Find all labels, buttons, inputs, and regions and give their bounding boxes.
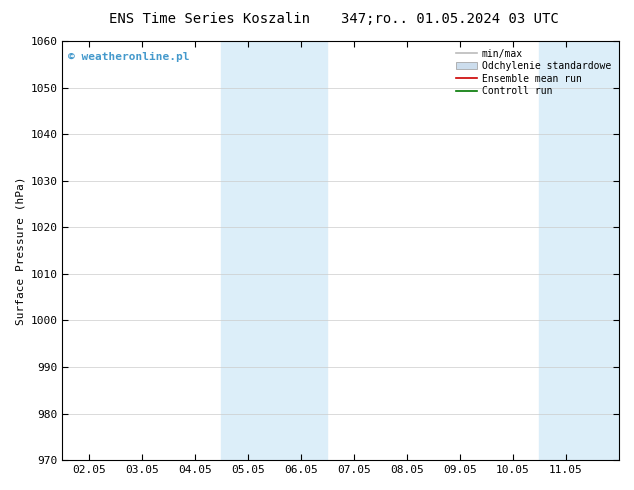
Text: ENS Time Series Koszalin: ENS Time Series Koszalin <box>108 12 310 26</box>
Text: © weatheronline.pl: © weatheronline.pl <box>68 51 190 62</box>
Legend: min/max, Odchylenie standardowe, Ensemble mean run, Controll run: min/max, Odchylenie standardowe, Ensembl… <box>453 46 614 99</box>
Bar <box>540 41 619 460</box>
Bar <box>221 41 327 460</box>
Y-axis label: Surface Pressure (hPa): Surface Pressure (hPa) <box>15 176 25 325</box>
Text: 347;ro.. 01.05.2024 03 UTC: 347;ro.. 01.05.2024 03 UTC <box>341 12 559 26</box>
